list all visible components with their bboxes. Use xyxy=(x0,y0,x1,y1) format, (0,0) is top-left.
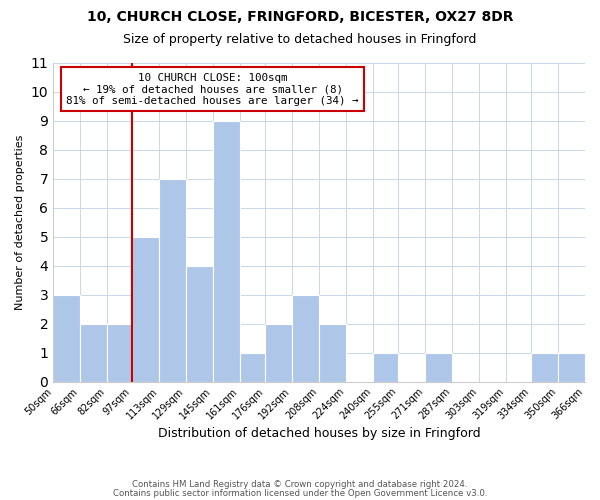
Text: Size of property relative to detached houses in Fringford: Size of property relative to detached ho… xyxy=(124,32,476,46)
Bar xyxy=(265,324,292,382)
Text: 10 CHURCH CLOSE: 100sqm
← 19% of detached houses are smaller (8)
81% of semi-det: 10 CHURCH CLOSE: 100sqm ← 19% of detache… xyxy=(67,72,359,106)
Bar xyxy=(80,324,107,382)
Bar xyxy=(373,352,398,382)
Text: Contains public sector information licensed under the Open Government Licence v3: Contains public sector information licen… xyxy=(113,489,487,498)
Bar xyxy=(240,352,265,382)
Bar xyxy=(558,352,585,382)
Bar xyxy=(186,266,213,382)
Bar xyxy=(531,352,558,382)
Bar xyxy=(132,237,159,382)
X-axis label: Distribution of detached houses by size in Fringford: Distribution of detached houses by size … xyxy=(158,427,481,440)
Text: Contains HM Land Registry data © Crown copyright and database right 2024.: Contains HM Land Registry data © Crown c… xyxy=(132,480,468,489)
Bar xyxy=(425,352,452,382)
Y-axis label: Number of detached properties: Number of detached properties xyxy=(15,134,25,310)
Text: 10, CHURCH CLOSE, FRINGFORD, BICESTER, OX27 8DR: 10, CHURCH CLOSE, FRINGFORD, BICESTER, O… xyxy=(87,10,513,24)
Bar xyxy=(319,324,346,382)
Bar xyxy=(53,294,80,382)
Bar xyxy=(107,324,132,382)
Bar xyxy=(159,179,186,382)
Bar xyxy=(292,294,319,382)
Bar xyxy=(213,121,240,382)
